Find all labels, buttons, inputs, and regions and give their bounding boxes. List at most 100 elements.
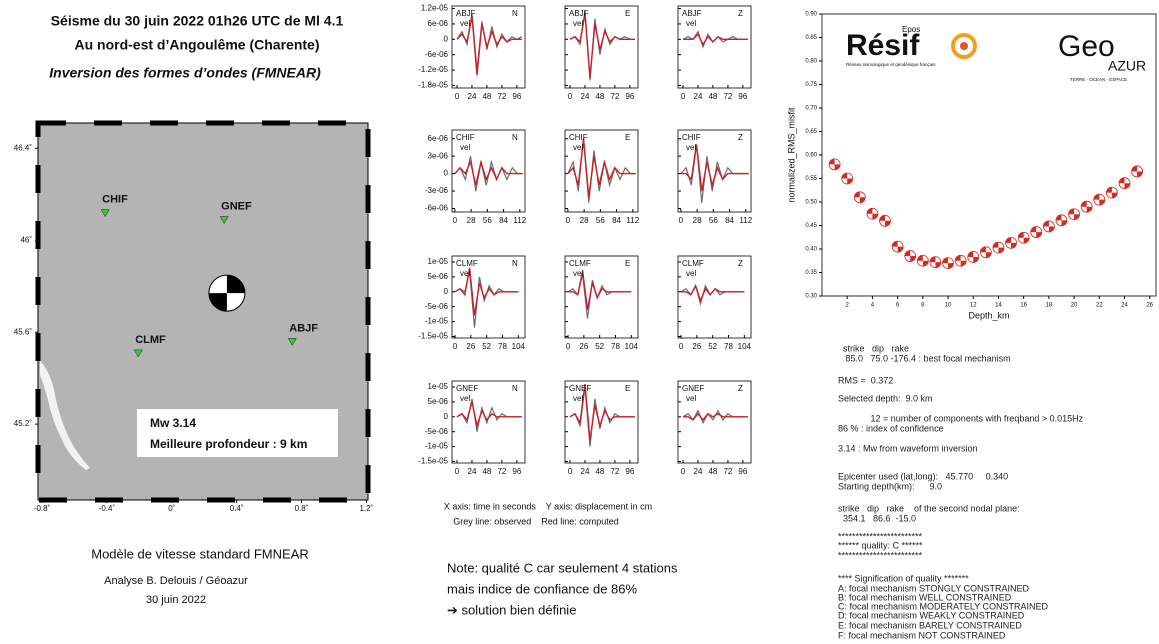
computed-trace xyxy=(456,401,522,429)
x-tick-label: 0 xyxy=(455,92,460,101)
x-tick-label: 72 xyxy=(610,92,619,101)
beachball-quadrant xyxy=(935,262,941,268)
beachball-quadrant xyxy=(1011,242,1017,249)
map-x-tick-label: 0.8˚ xyxy=(295,504,309,513)
x-tick-label: 56 xyxy=(596,216,605,225)
x-tick-label: 26 xyxy=(579,342,588,351)
x-tick-label: 72 xyxy=(723,92,732,101)
x-tick-label: 78 xyxy=(611,342,620,351)
beachball-quadrant xyxy=(942,257,949,264)
note-line: mais indice de confiance de 86% xyxy=(447,581,638,596)
x-tick-label: 28 xyxy=(580,216,589,225)
component: N xyxy=(512,9,518,18)
waveform-lines-note: Grey line: observed Red line: computed xyxy=(453,516,619,526)
y-tick-label: 0 xyxy=(444,412,449,421)
computed-trace xyxy=(568,270,632,310)
beachball-quadrant xyxy=(998,247,1004,254)
x-tick-label: 84 xyxy=(612,216,621,225)
y-tick-label: -1.8e-05 xyxy=(418,81,448,90)
y-tick-label: 0.90 xyxy=(805,12,817,18)
misfit-point xyxy=(1030,226,1043,238)
station-label: CLMF xyxy=(135,334,166,346)
station-name: ABJF xyxy=(682,9,702,18)
vel-label: vel xyxy=(573,394,583,403)
beachball-quadrant xyxy=(1043,220,1049,227)
y-tick-label: 1.2e-05 xyxy=(421,4,449,13)
y-tick-label: 5e-06 xyxy=(428,397,449,406)
x-tick-label: 104 xyxy=(738,342,752,351)
method: Inversion des formes d’ondes (FMNEAR) xyxy=(49,65,321,81)
x-tick-label: 78 xyxy=(498,342,507,351)
x-tick-label: 8 xyxy=(921,303,925,309)
note-line: Note: qualité C car seulement 4 stations xyxy=(447,560,678,575)
beachball-quadrant xyxy=(1093,194,1100,200)
y-tick-label: -6e-06 xyxy=(425,204,449,213)
x-tick-label: 0 xyxy=(679,216,684,225)
vel-label: vel xyxy=(460,143,470,152)
x-tick-label: 48 xyxy=(482,92,491,101)
x-tick-label: 96 xyxy=(738,467,747,476)
report-line: 12 = number of components with freqband … xyxy=(838,413,1084,423)
x-tick-label: 72 xyxy=(723,467,732,476)
x-tick-label: 48 xyxy=(595,92,604,101)
x-tick-label: 10 xyxy=(945,303,952,309)
computed-trace xyxy=(683,412,748,421)
beachball-quadrant xyxy=(829,158,835,165)
misfit-point xyxy=(853,191,866,204)
x-tick-label: 96 xyxy=(738,92,747,101)
misfit-point xyxy=(1068,208,1080,221)
vel-label: vel xyxy=(686,394,696,403)
y-tick-label: 0.40 xyxy=(805,247,817,253)
beachball-quadrant xyxy=(1131,165,1138,172)
misfit-point xyxy=(904,250,917,262)
x-tick-label: 0 xyxy=(566,342,571,351)
beachball-quadrant xyxy=(1137,171,1143,177)
resif-logo: Epos Résif Réseau sismologique et géodés… xyxy=(846,25,977,67)
waveform-axes-note: X axis: time in seconds Y axis: displace… xyxy=(444,501,652,511)
x-tick-label: 0 xyxy=(679,342,684,351)
report-line: strike dip rake xyxy=(838,343,909,353)
beachball-quadrant xyxy=(1106,187,1112,193)
x-tick-label: 72 xyxy=(497,92,506,101)
beachball-quadrant xyxy=(872,213,878,220)
beachball-quadrant xyxy=(1036,232,1042,238)
y-tick-label: -1.2e-05 xyxy=(418,65,448,74)
report-line: **** Signification of quality ******* xyxy=(838,573,969,583)
y-tick-label: 0 xyxy=(444,34,449,43)
vel-label: vel xyxy=(460,269,470,278)
waveform-frame xyxy=(677,380,752,464)
footer-model: Modèle de vitesse standard FMNEAR xyxy=(91,546,308,561)
x-tick-label: 24 xyxy=(1121,303,1128,309)
misfit-point xyxy=(929,256,942,269)
misfit-point xyxy=(967,251,980,263)
beachball-quadrant xyxy=(1030,226,1037,233)
x-tick-label: 112 xyxy=(739,216,752,225)
beachball-quadrant xyxy=(834,164,841,170)
misfit-point xyxy=(1118,177,1131,190)
waveform-frame xyxy=(451,380,526,464)
component: E xyxy=(625,384,630,393)
vel-label: vel xyxy=(573,143,583,152)
y-tick-label: 0.65 xyxy=(805,129,817,135)
beachball-quadrant xyxy=(1055,214,1062,221)
beachball-quadrant xyxy=(985,252,992,258)
x-tick-label: 0 xyxy=(453,216,458,225)
beachball-quadrant xyxy=(1061,220,1067,226)
beachball-quadrant xyxy=(904,250,911,257)
beachball-quadrant xyxy=(879,215,886,221)
component: N xyxy=(512,384,518,393)
component: Z xyxy=(738,9,743,18)
component: N xyxy=(512,259,518,268)
station-name: ABJF xyxy=(456,9,476,18)
x-tick-label: 26 xyxy=(1146,303,1153,309)
misfit-point xyxy=(828,158,841,171)
map-y-tick-label: 46.4˚ xyxy=(14,143,33,152)
station-name: CHIF xyxy=(456,133,475,142)
station-name: CLMF xyxy=(682,259,704,268)
beachball-quadrant xyxy=(992,242,999,248)
title: Séisme du 30 juin 2022 01h26 UTC de Ml 4… xyxy=(51,13,344,29)
x-tick-label: 24 xyxy=(694,467,703,476)
component: N xyxy=(512,133,518,142)
y-tick-label: 0.60 xyxy=(805,153,817,159)
y-tick-label: 0.35 xyxy=(805,270,817,276)
